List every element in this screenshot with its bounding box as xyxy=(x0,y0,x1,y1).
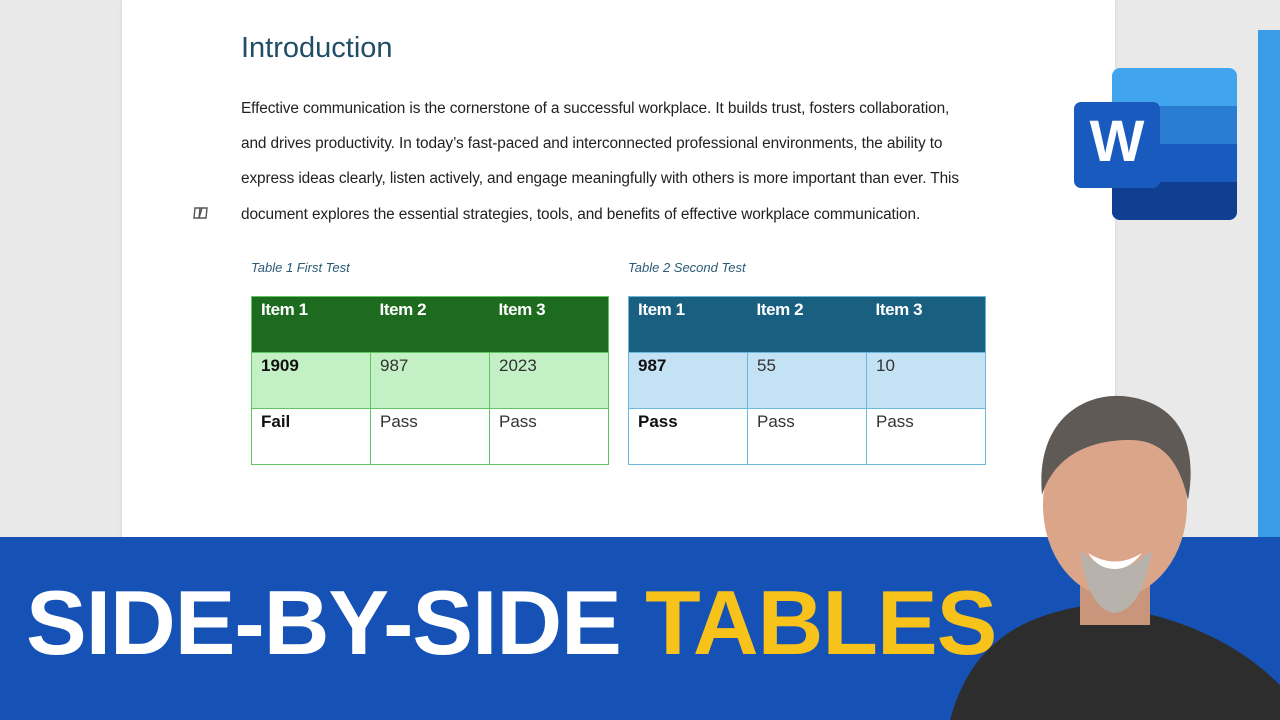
body-cell: Pass xyxy=(370,408,490,465)
side-stripe xyxy=(1258,30,1280,550)
paragraph-line: express ideas clearly, listen actively, … xyxy=(241,170,959,188)
body-cell: 2023 xyxy=(489,352,609,409)
body-cell: Pass xyxy=(866,408,986,465)
header-cell: Item 3 xyxy=(866,296,986,353)
table-caption: Table 1 First Test xyxy=(251,260,350,275)
body-row: Pass Pass Pass xyxy=(628,408,986,465)
header-row: Item 1 Item 2 Item 3 xyxy=(628,296,986,353)
body-row: 987 55 10 xyxy=(628,352,986,409)
body-row: 1909 987 2023 xyxy=(251,352,609,409)
body-cell: 55 xyxy=(747,352,867,409)
header-cell: Item 3 xyxy=(489,296,609,353)
banner-title: SIDE-BY-SIDE TABLES xyxy=(26,572,997,676)
table-caption: Table 2 Second Test xyxy=(628,260,746,275)
body-cell: 1909 xyxy=(251,352,371,409)
header-cell: Item 2 xyxy=(747,296,867,353)
data-table: Item 1 Item 2 Item 3 1909 987 2023 Fail Pass Pas… xyxy=(251,296,609,465)
header-row: Item 1 Item 2 Item 3 xyxy=(251,296,609,353)
banner-title-main: SIDE-BY-SIDE xyxy=(26,573,622,674)
paragraph-line: document explores the essential strategi… xyxy=(241,205,921,223)
data-table: Item 1 Item 2 Item 3 987 55 10 Pass Pass Pass xyxy=(628,296,986,465)
heading: Introduction xyxy=(241,32,393,64)
word-icon-letter: W xyxy=(1090,109,1145,174)
body-row: Fail Pass Pass xyxy=(251,408,609,465)
word-icon[interactable]: W xyxy=(1072,66,1240,222)
body-cell: Pass xyxy=(747,408,867,465)
body-cell: 987 xyxy=(628,352,748,409)
body-cell: Pass xyxy=(628,408,748,465)
body-cell: 987 xyxy=(370,352,490,409)
header-cell: Item 1 xyxy=(251,296,371,353)
body-cell: Pass xyxy=(489,408,609,465)
paragraph-line: and drives productivity. In today’s fast… xyxy=(241,135,943,153)
body-cell: Fail xyxy=(251,408,371,465)
header-cell: Item 2 xyxy=(370,296,490,353)
copilot-icon[interactable] xyxy=(192,205,210,221)
paragraph-line: Effective communication is the cornersto… xyxy=(241,100,950,117)
presenter-photo xyxy=(950,395,1280,720)
header-cell: Item 1 xyxy=(628,296,748,353)
body-cell: 10 xyxy=(866,352,986,409)
banner-title-accent: TABLES xyxy=(645,573,997,674)
